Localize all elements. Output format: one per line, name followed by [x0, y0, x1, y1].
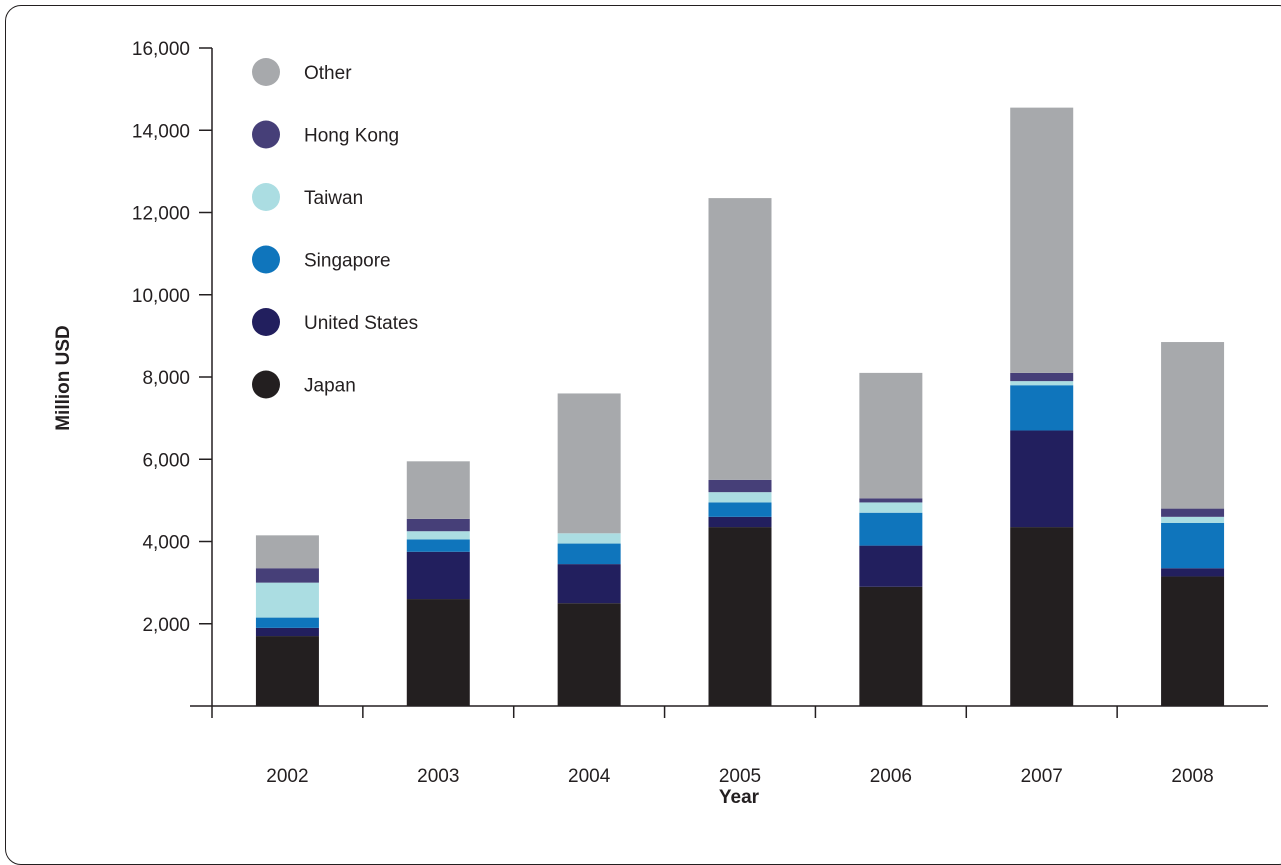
bar-segment-other [1010, 107, 1074, 373]
y-axis-label: Million USD [53, 325, 74, 431]
bar-segment-hong-kong [1010, 372, 1074, 382]
bar-segment-hong-kong [406, 518, 470, 532]
x-tick-label: 2008 [1171, 766, 1213, 787]
bar-segment-taiwan [1010, 381, 1074, 386]
bar-segment-japan [406, 599, 470, 706]
y-axis: 2,000 4,000 6,000 8,000 10,000 12,000 14,000 16… [132, 39, 213, 706]
y-tick-label: 14,000 [132, 121, 190, 142]
bar-segment-taiwan [406, 531, 470, 540]
bar-segment-singapore [859, 512, 923, 546]
bar-segment-japan [255, 636, 319, 706]
x-axis: 2002 2003 2004 2005 2006 2007 2008 [190, 705, 1268, 787]
bar-segment-singapore [708, 502, 772, 517]
bar-segment-united-states [859, 545, 923, 587]
y-tick-label: 2,000 [142, 615, 190, 636]
y-tick-label: 6,000 [142, 450, 190, 471]
bar-segment-japan [1161, 576, 1225, 706]
bar-segment-united-states [708, 516, 772, 528]
legend-label: Taiwan [304, 188, 363, 209]
bar-segment-united-states [1010, 430, 1074, 528]
legend: Other Hong Kong Taiwan Singapore United Stat… [252, 58, 418, 399]
bar-segment-united-states [557, 564, 621, 604]
legend-label: Other [304, 63, 352, 84]
legend-swatch [252, 58, 280, 86]
bar-segment-united-states [255, 627, 319, 637]
bar-segment-singapore [1010, 385, 1074, 431]
bar-segment-other [406, 461, 470, 519]
bar-segment-singapore [255, 617, 319, 628]
legend-label: United States [304, 313, 418, 334]
legend-label: Japan [304, 376, 356, 397]
bar-segment-taiwan [708, 492, 772, 503]
bar-segment-taiwan [1161, 516, 1225, 523]
bar-segment-japan [708, 527, 772, 706]
bar-segment-singapore [406, 539, 470, 552]
x-axis-label: Year [719, 787, 760, 808]
bar-segment-singapore [557, 543, 621, 565]
bar-segment-other [557, 393, 621, 534]
legend-swatch [252, 370, 280, 399]
bar-segment-japan [557, 603, 621, 706]
bar-segment-hong-kong [255, 568, 319, 583]
legend-swatch [252, 308, 280, 336]
bar-segment-taiwan [859, 502, 923, 513]
legend-swatch [252, 120, 280, 149]
legend-label: Hong Kong [304, 126, 399, 147]
bar-segment-other [708, 198, 772, 480]
y-tick-label: 12,000 [132, 204, 190, 225]
x-tick-label: 2003 [417, 766, 459, 787]
legend-swatch [252, 245, 280, 274]
x-tick-label: 2007 [1021, 766, 1063, 787]
x-tick-label: 2002 [266, 766, 308, 787]
bar-segment-japan [1010, 527, 1074, 706]
y-tick-label: 16,000 [132, 39, 190, 60]
y-tick-label: 8,000 [142, 368, 190, 389]
bar-segment-japan [859, 586, 923, 706]
x-tick-label: 2004 [568, 766, 611, 787]
x-tick-label: 2006 [870, 766, 912, 787]
bar-segment-other [255, 535, 319, 569]
bar-segment-taiwan [557, 533, 621, 544]
bar-segment-singapore [1161, 522, 1225, 569]
y-tick-label: 10,000 [132, 286, 190, 307]
bar-segment-hong-kong [708, 479, 772, 493]
bar-segment-united-states [1161, 568, 1225, 577]
x-tick-label: 2005 [719, 766, 761, 787]
bar-segment-united-states [406, 551, 470, 600]
bar-segment-hong-kong [859, 498, 923, 503]
bar-segment-taiwan [255, 582, 319, 618]
legend-label: Singapore [304, 251, 391, 272]
bar-segment-other [1161, 342, 1225, 509]
legend-swatch [252, 183, 280, 211]
y-tick-label: 4,000 [142, 533, 190, 554]
bar-segment-other [859, 372, 923, 499]
bar-segment-hong-kong [1161, 508, 1225, 517]
bars [255, 107, 1225, 706]
